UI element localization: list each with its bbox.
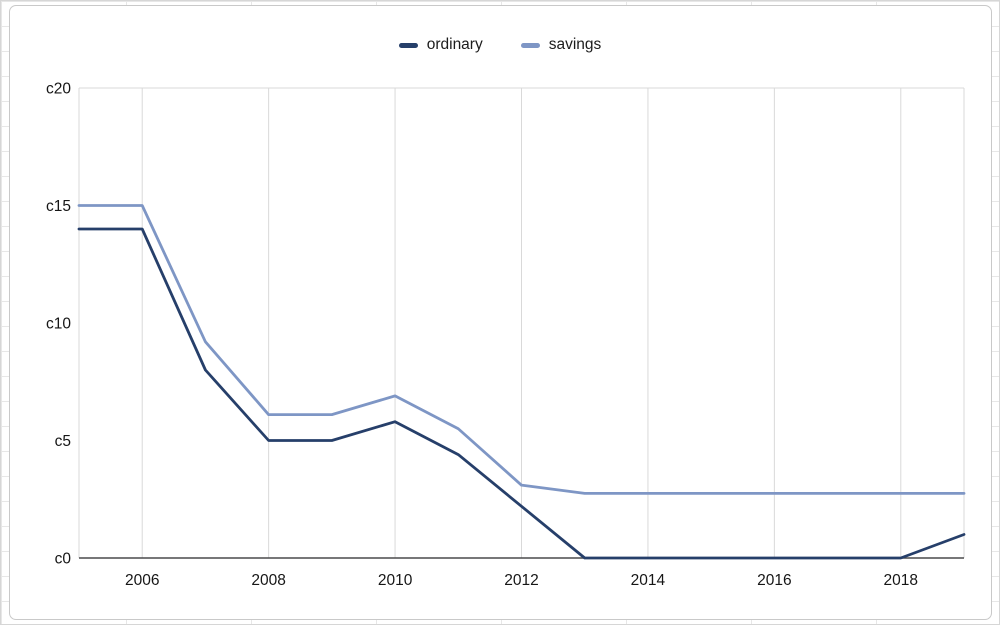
y-tick-label: c0: [55, 551, 72, 568]
x-tick-label: 2012: [504, 572, 538, 589]
legend-swatch-ordinary: [398, 42, 418, 48]
y-tick-label: c5: [55, 433, 71, 450]
x-tick-label: 2014: [631, 572, 666, 589]
legend-item-ordinary[interactable]: ordinary: [398, 36, 483, 54]
x-tick-label: 2018: [884, 572, 918, 589]
x-tick-label: 2008: [251, 572, 285, 589]
x-tick-label: 2010: [378, 572, 413, 589]
y-tick-label: c20: [46, 81, 71, 98]
x-tick-label: 2006: [125, 572, 159, 589]
y-tick-label: c15: [46, 198, 71, 215]
series-line-savings: [77, 204, 966, 495]
legend-label-ordinary: ordinary: [426, 36, 483, 53]
series-line-ordinary: [77, 227, 966, 560]
x-tick-label: 2016: [757, 572, 791, 589]
y-tick-label: c10: [46, 316, 71, 333]
legend-label-savings: savings: [548, 36, 602, 53]
chart-legend: ordinary savings: [1, 36, 999, 54]
legend-item-savings[interactable]: savings: [520, 36, 602, 54]
legend-swatch-savings: [520, 42, 540, 48]
chart-object-frame[interactable]: [9, 5, 992, 620]
